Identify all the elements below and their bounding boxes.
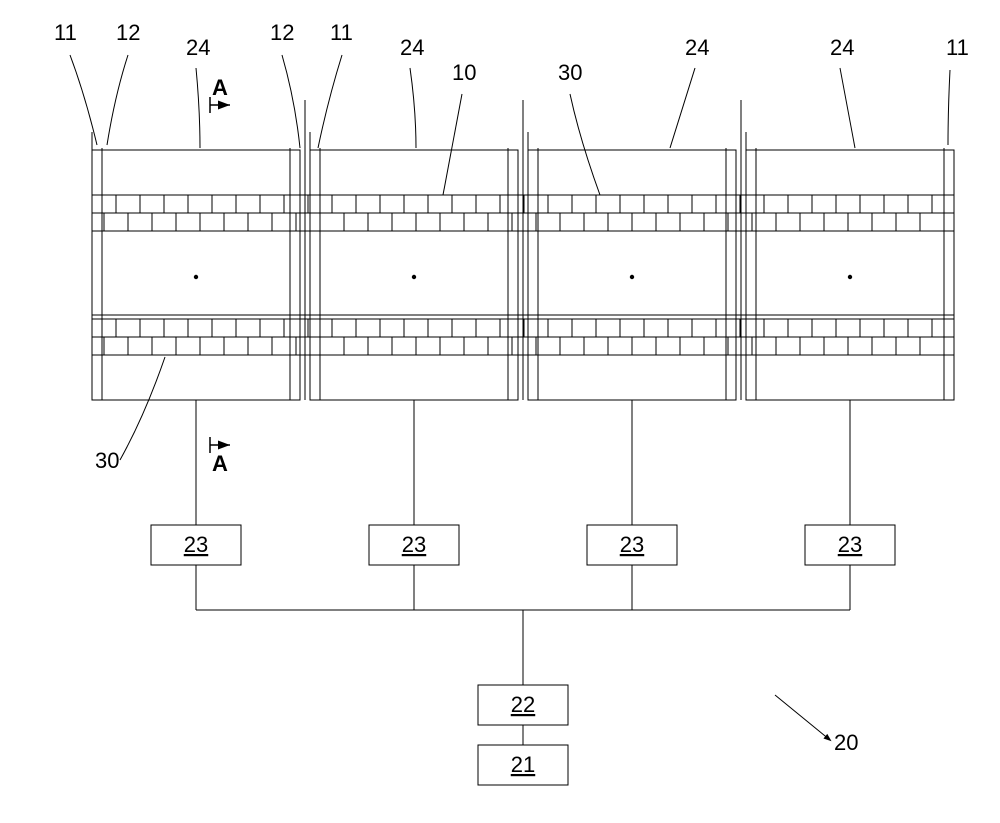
reference-label: 12 bbox=[116, 20, 140, 45]
reference-label: 20 bbox=[834, 730, 858, 755]
leader-line bbox=[107, 55, 128, 145]
center-dot bbox=[848, 275, 852, 279]
reference-label: 12 bbox=[270, 20, 294, 45]
leader-line bbox=[120, 357, 165, 460]
center-dot bbox=[412, 275, 416, 279]
reference-label: 11 bbox=[946, 35, 969, 60]
block-23-label: 23 bbox=[620, 532, 644, 557]
reference-label: 24 bbox=[400, 35, 424, 60]
reference-label: 11 bbox=[330, 20, 353, 45]
reference-label: 24 bbox=[186, 35, 210, 60]
section-label: A bbox=[212, 451, 228, 476]
leader-line bbox=[196, 68, 200, 148]
block-23-label: 23 bbox=[838, 532, 862, 557]
leader-line bbox=[410, 68, 416, 148]
leader-line bbox=[282, 55, 300, 148]
leader-line bbox=[948, 70, 950, 145]
reference-label: 11 bbox=[54, 20, 77, 45]
block-23-label: 23 bbox=[184, 532, 208, 557]
reference-label: 24 bbox=[830, 35, 854, 60]
section-label: A bbox=[212, 75, 228, 100]
reference-label: 30 bbox=[95, 448, 119, 473]
reference-label: 10 bbox=[452, 60, 476, 85]
leader-line bbox=[443, 94, 462, 195]
block-21-label: 21 bbox=[511, 752, 535, 777]
technical-diagram: A A 11 12 24 12 11 24 10 30 24 24 11 30 20 23 23 23 23 22 21 bbox=[0, 0, 1000, 823]
block-23-label: 23 bbox=[402, 532, 426, 557]
center-dot bbox=[194, 275, 198, 279]
reference-label: 30 bbox=[558, 60, 582, 85]
leader-line bbox=[70, 55, 97, 145]
center-dot bbox=[630, 275, 634, 279]
block-22-label: 22 bbox=[511, 692, 535, 717]
leader-line bbox=[840, 68, 855, 148]
leader-line bbox=[570, 94, 600, 195]
leader-line bbox=[775, 695, 830, 740]
reference-label: 24 bbox=[685, 35, 709, 60]
leader-line bbox=[318, 55, 342, 148]
leader-line bbox=[670, 68, 695, 148]
